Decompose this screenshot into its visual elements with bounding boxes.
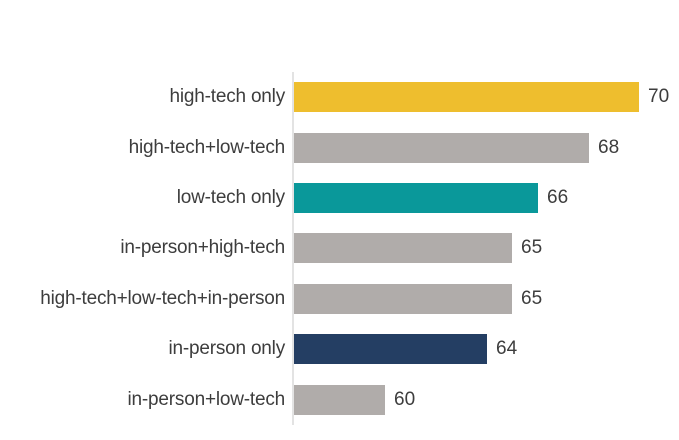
value-label: 70 [648,86,670,108]
bar [294,283,512,314]
value-label: 65 [521,237,543,259]
value-label: 64 [496,338,518,360]
category-label: high-tech only [169,86,286,108]
category-label: high-tech+low-tech [128,136,286,158]
bar-chart: high-tech only 70 high-tech+low-tech 68 … [0,72,679,425]
bar-row: in-person+low-tech 60 [0,375,679,425]
y-axis-line [292,72,294,425]
bar [294,183,538,214]
value-label: 60 [394,388,416,410]
chart-rows: high-tech only 70 high-tech+low-tech 68 … [0,72,679,425]
value-label: 66 [547,187,569,209]
category-label: in-person only [168,338,285,360]
bar-row: in-person only 64 [0,324,679,374]
category-label: in-person+high-tech [120,237,285,259]
bar-row: low-tech only 66 [0,173,679,223]
bar [294,384,385,415]
bar-row: high-tech+low-tech+in-person 65 [0,274,679,324]
bar-row: high-tech only 70 [0,72,679,122]
bar-area: 65 [294,274,542,324]
bar-row: high-tech+low-tech 68 [0,122,679,172]
bar [294,82,639,113]
bar-area: 65 [294,223,542,273]
category-label: high-tech+low-tech+in-person [40,287,285,309]
value-label: 68 [598,136,620,158]
value-label: 65 [521,287,543,309]
bar-row: in-person+high-tech 65 [0,223,679,273]
bar-area: 60 [294,375,415,425]
bar-area: 68 [294,122,619,172]
bar [294,132,589,163]
bar-area: 66 [294,173,568,223]
bar [294,233,512,264]
bar-area: 64 [294,324,517,374]
category-label: low-tech only [176,187,285,209]
category-label: in-person+low-tech [127,388,286,410]
bar-area: 70 [294,72,669,122]
bar [294,334,487,365]
